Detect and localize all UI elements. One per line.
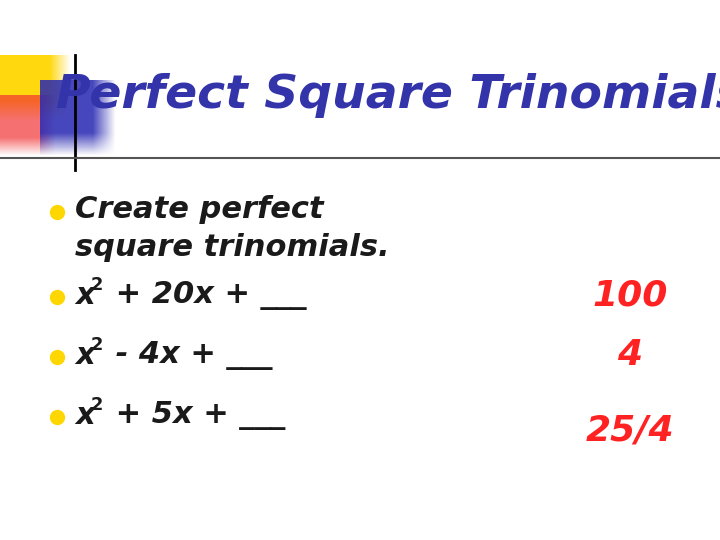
Text: 2: 2 bbox=[91, 396, 103, 414]
Text: 2: 2 bbox=[91, 336, 103, 354]
Text: square trinomials.: square trinomials. bbox=[75, 233, 390, 262]
Text: 25/4: 25/4 bbox=[585, 413, 675, 447]
Text: 2: 2 bbox=[91, 276, 103, 294]
Text: x: x bbox=[75, 280, 94, 309]
Text: Create perfect: Create perfect bbox=[75, 195, 323, 225]
Text: x: x bbox=[75, 401, 94, 429]
Text: - 4x + ___: - 4x + ___ bbox=[105, 341, 272, 369]
Text: x: x bbox=[75, 341, 94, 369]
Text: + 5x + ___: + 5x + ___ bbox=[105, 401, 285, 429]
Text: Perfect Square Trinomials: Perfect Square Trinomials bbox=[56, 72, 720, 118]
Text: 4: 4 bbox=[618, 338, 642, 372]
Text: 100: 100 bbox=[593, 278, 667, 312]
Text: + 20x + ___: + 20x + ___ bbox=[105, 280, 307, 309]
